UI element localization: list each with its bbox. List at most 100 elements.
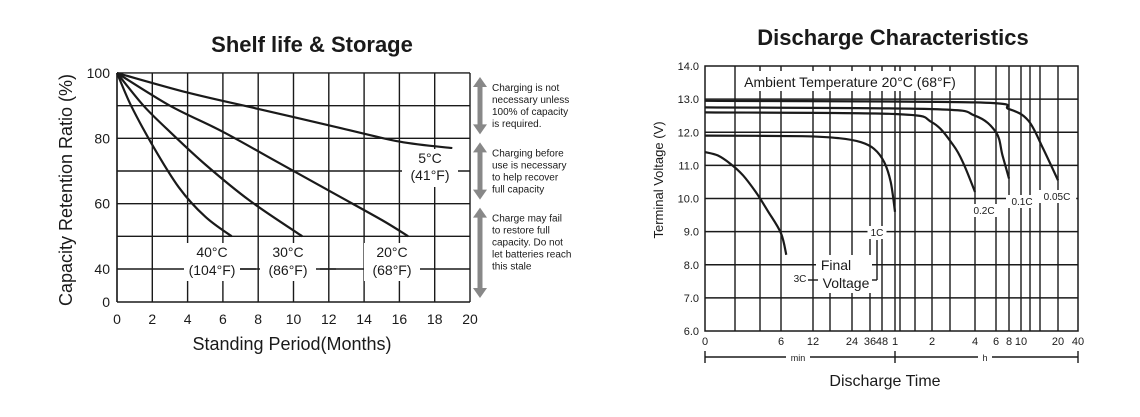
x-tick-label: 10: [286, 311, 302, 327]
shelf-life-x-axis-label: Standing Period(Months): [192, 334, 391, 354]
final-voltage-label: Final Voltage: [808, 240, 878, 293]
unit-label-h: h: [982, 353, 987, 363]
curve-label-temp-c: 5°C: [418, 150, 442, 166]
curve-label-temp-f: (86°F): [268, 262, 307, 278]
discharge-curve-0: [704, 151, 788, 256]
x-tick-label: 6: [778, 336, 784, 348]
annotation-line: let batteries reach: [492, 250, 572, 261]
label-backdrop: [364, 243, 420, 281]
x-tick-label: 10: [1015, 336, 1027, 348]
range-arrow-head-up: [473, 142, 487, 153]
y-tick-label: 100: [87, 65, 111, 81]
y-tick-label: 12.0: [678, 127, 699, 139]
curve-label-temp-c: 40°C: [196, 244, 227, 260]
x-tick-label: 6: [993, 336, 999, 348]
curve-label-backdrop: [968, 204, 1000, 217]
curve-label-1C: 1C: [871, 228, 884, 239]
shelf-life-curves: [115, 71, 453, 238]
y-tick-label: 11.0: [678, 160, 699, 172]
curve-label-0.1C: 0.1C: [1011, 197, 1032, 208]
discharge-curve-2: [704, 111, 977, 193]
annotation-line: use is necessary: [492, 160, 566, 171]
label-backdrop: [402, 149, 458, 187]
discharge-y-ticks: 6.0 7.0 8.0 9.0 10.0 11.0 12.0 13.0 14.0: [678, 61, 699, 338]
annotation-line: this stale: [492, 262, 532, 273]
y-tick-label: 13.0: [678, 94, 699, 106]
annotation-line: Charging is not: [492, 83, 559, 94]
x-tick-label: 48: [876, 336, 888, 348]
x-tick-label: 12: [807, 336, 819, 348]
discharge-grid: [704, 65, 1079, 332]
y-tick-label: 6.0: [684, 326, 699, 338]
x-tick-label: 4: [184, 311, 192, 327]
annotation-line: Charge may fail: [492, 214, 562, 225]
discharge-x-axis-label: Discharge Time: [829, 373, 940, 390]
retention-curve-0: [115, 72, 233, 238]
unit-backdrop: [786, 351, 810, 363]
y-tick-label: 0: [102, 294, 110, 310]
discharge-unit-scale: min h: [704, 351, 1079, 363]
shelf-life-chart: Shelf life & Storage 0 2 4 6 8 10 12 14 16 18 20 0…: [56, 32, 572, 354]
curve-label-3C: 3C: [794, 274, 807, 285]
x-tick-label: 36: [864, 336, 876, 348]
discharge-curve-1: [704, 134, 897, 212]
curve-label-backdrop: [1037, 190, 1077, 203]
discharge-chart: Discharge Characteristics 6.07.08.09.010…: [651, 25, 1084, 390]
y-tick-label: 7.0: [684, 293, 699, 305]
y-tick-label: 8.0: [684, 260, 699, 272]
retention-curve-2: [116, 72, 409, 238]
x-tick-label: 40: [1072, 336, 1084, 348]
range-arrow-head-down: [473, 124, 487, 135]
x-tick-label: 2: [148, 311, 156, 327]
y-tick-label: 80: [94, 130, 110, 146]
final-voltage-line-1: Final: [821, 257, 851, 273]
shelf-life-x-ticks: 0 2 4 6 8 10 12 14 16 18 20: [113, 311, 478, 327]
discharge-subtitle: Ambient Temperature 20°C (68°F): [744, 74, 956, 90]
curve-label-0.05C: 0.05C: [1044, 192, 1071, 203]
range-arrow-head-up: [473, 207, 487, 218]
annotation-line: to restore full: [492, 226, 550, 237]
x-tick-label: 20: [1052, 336, 1064, 348]
curve-label-temp-f: (104°F): [189, 262, 236, 278]
retention-curve-3: [116, 71, 453, 150]
discharge-curve-4: [704, 99, 1059, 181]
y-tick-label: 10.0: [678, 194, 699, 206]
label-backdrop: [184, 243, 240, 281]
shelf-life-title: Shelf life & Storage: [211, 32, 413, 57]
unit-label-min: min: [791, 353, 806, 363]
x-tick-label: 20: [462, 311, 478, 327]
subtitle-backdrop: [745, 71, 955, 91]
label-backdrop: [260, 243, 316, 281]
x-tick-label: 2: [929, 336, 935, 348]
y-tick-label: 40: [94, 261, 110, 277]
annotation-line: full capacity: [492, 184, 544, 195]
x-tick-label: 0: [113, 311, 121, 327]
unit-backdrop: [978, 351, 992, 363]
range-arrow-head-up: [473, 76, 487, 87]
curve-label-backdrop: [1006, 195, 1038, 208]
annotation-line: to help recover: [492, 172, 559, 183]
shelf-life-y-ticks: 0 40 60 80 100: [87, 65, 111, 310]
x-tick-label: 14: [356, 311, 372, 327]
range-arrow-head-down: [473, 189, 487, 200]
x-tick-label: 16: [392, 311, 408, 327]
x-tick-label: 8: [1006, 336, 1012, 348]
y-tick-label: 9.0: [684, 227, 699, 239]
x-tick-label: 4: [972, 336, 978, 348]
shelf-life-curve-labels: 40°C (104°F) 30°C (86°F) 20°C (68°F) 5°C(41°F): [184, 149, 458, 281]
curve-label-backdrop: [867, 226, 887, 239]
curve-label-temp-f: (41°F): [410, 167, 449, 183]
shelf-life-y-axis-label: Capacity Retention Ratio (%): [56, 74, 76, 306]
discharge-y-axis-label: Terminal Voltage (V): [651, 121, 666, 238]
annotation-line: necessary unless: [492, 95, 569, 106]
discharge-x-ticks: 0 6 12 24 36 48 1 2 4 6 8 10 20 40: [702, 336, 1084, 348]
x-tick-label: 0: [702, 336, 708, 348]
x-tick-label: 18: [427, 311, 443, 327]
final-voltage-line-2: Voltage: [823, 275, 870, 291]
x-tick-label: 8: [254, 311, 262, 327]
final-voltage-backdrop: [816, 255, 872, 293]
curve-label-backdrop: [790, 272, 810, 285]
discharge-curve-labels: 3C 1C 0.2C 0.1C 0.05C: [790, 190, 1077, 285]
discharge-curve-3: [704, 106, 1011, 179]
x-tick-label: 6: [219, 311, 227, 327]
